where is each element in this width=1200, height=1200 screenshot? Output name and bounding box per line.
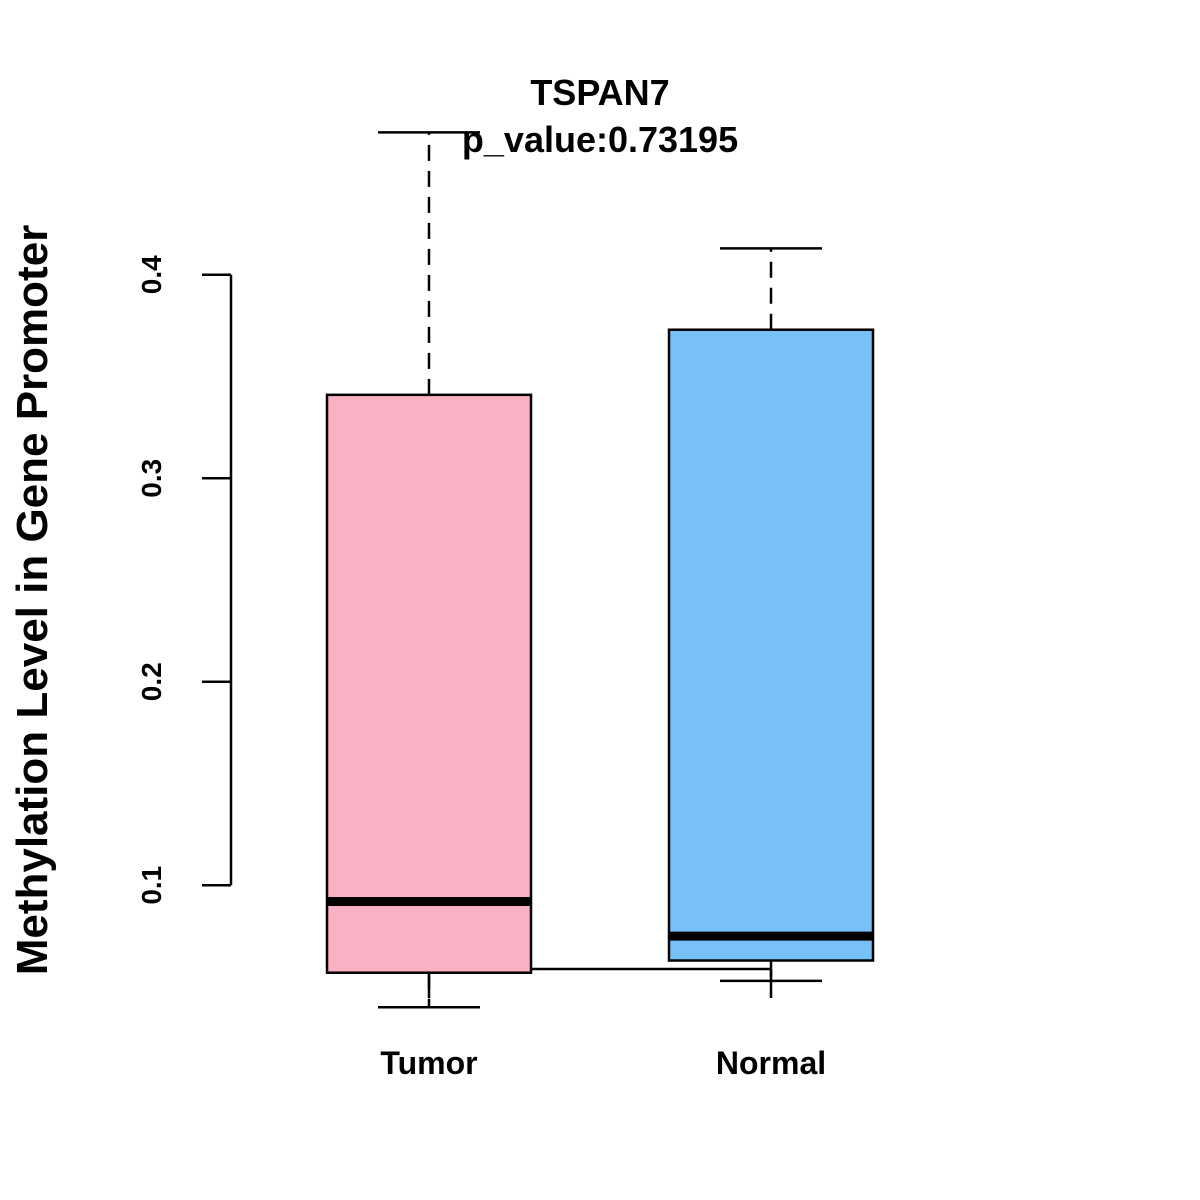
- y-tick-label: 0.2: [136, 662, 167, 701]
- y-tick-label: 0.3: [136, 459, 167, 498]
- y-axis: 0.1 0.2 0.3 0.4: [136, 255, 233, 905]
- y-axis-label: Methylation Level in Gene Promoter: [8, 225, 57, 976]
- y-tick-label: 0.4: [136, 255, 167, 294]
- iqr-box: [325, 393, 533, 974]
- chart-subtitle: p_value:0.73195: [462, 119, 738, 160]
- x-tick-label: Normal: [716, 1045, 826, 1081]
- x-tick-label: Tumor: [380, 1045, 477, 1081]
- boxes: [325, 131, 875, 1009]
- box-normal: [667, 247, 875, 983]
- box-tumor: [325, 131, 533, 1009]
- y-tick-label: 0.1: [136, 866, 167, 905]
- iqr-box: [667, 328, 875, 962]
- chart-title: TSPAN7: [530, 72, 669, 113]
- x-axis: Tumor Normal: [380, 967, 826, 1081]
